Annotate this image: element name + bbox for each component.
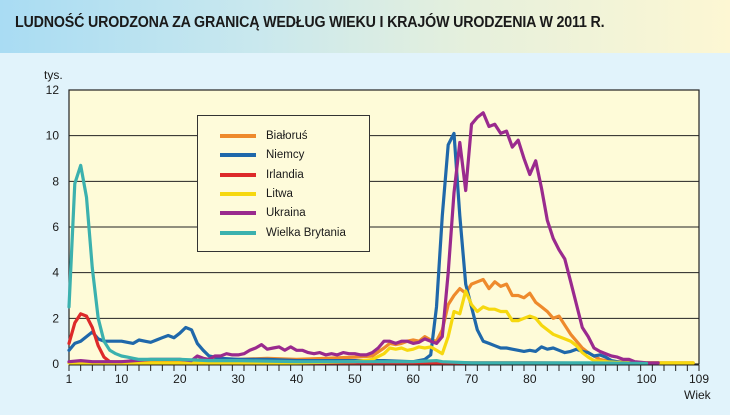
x-tick-label: 100 [636,372,656,386]
legend-label: Litwa [266,187,293,200]
x-tick-label: 50 [348,372,362,386]
legend-swatch [220,211,256,216]
x-tick-label: 1 [66,372,73,386]
legend-item: Niemcy [220,147,304,163]
legend-label: Irlandia [266,168,304,181]
series-line [67,289,695,365]
series-line [67,131,649,366]
y-tick-label: 12 [46,83,60,97]
x-tick-label: 40 [290,372,304,386]
legend-swatch [220,230,256,235]
legend-swatch [220,134,256,138]
legend-item: Litwa [220,186,293,202]
legend-item: Wielka Brytania [220,225,346,241]
y-tick-label: 6 [52,220,59,234]
legend-label: Białoruś [266,130,308,142]
x-tick-label: 70 [465,372,479,386]
x-tick-label: 90 [581,372,595,386]
y-tick-label: 4 [52,266,59,280]
x-tick-label: 60 [406,372,420,386]
legend-label: Niemcy [266,149,305,162]
series-line [67,163,649,366]
y-tick-label: 10 [46,129,60,143]
y-axis: 0 2 4 6 8 10 12 [46,83,60,371]
x-axis: 1 10 20 30 40 50 60 70 80 90 100 109 [66,364,709,386]
legend-swatch [220,153,256,158]
x-tick-label: 10 [115,372,129,386]
chart-title: LUDNOŚĆ URODZONA ZA GRANICĄ WEDŁUG WIEKU… [15,14,605,31]
header-banner: LUDNOŚĆ URODZONA ZA GRANICĄ WEDŁUG WIEKU… [0,0,730,53]
x-axis-label: Wiek [684,388,712,402]
y-tick-label: 0 [52,357,59,371]
legend-label: Ukraina [266,207,306,220]
x-tick-label: 20 [173,372,187,386]
legend-item: Irlandia [220,167,304,183]
series-line [67,111,660,365]
gridlines [69,89,699,319]
legend-label: Wielka Brytania [266,226,346,239]
legend-item: Białoruś [220,128,308,144]
legend-swatch [220,191,256,196]
y-tick-label: 8 [52,174,59,188]
y-axis-unit: tys. [44,68,63,82]
legend-swatch [220,172,256,177]
y-tick-label: 2 [52,311,59,325]
legend-item: Ukraina [220,205,306,221]
x-tick-label: 30 [231,372,245,386]
series-line [67,277,695,365]
x-tick-label: 80 [523,372,537,386]
x-tick-label: 109 [689,372,709,386]
legend: Białoruś Niemcy Irlandia Litwa Ukraina Wielka… [197,115,370,252]
series-lines [67,111,695,366]
